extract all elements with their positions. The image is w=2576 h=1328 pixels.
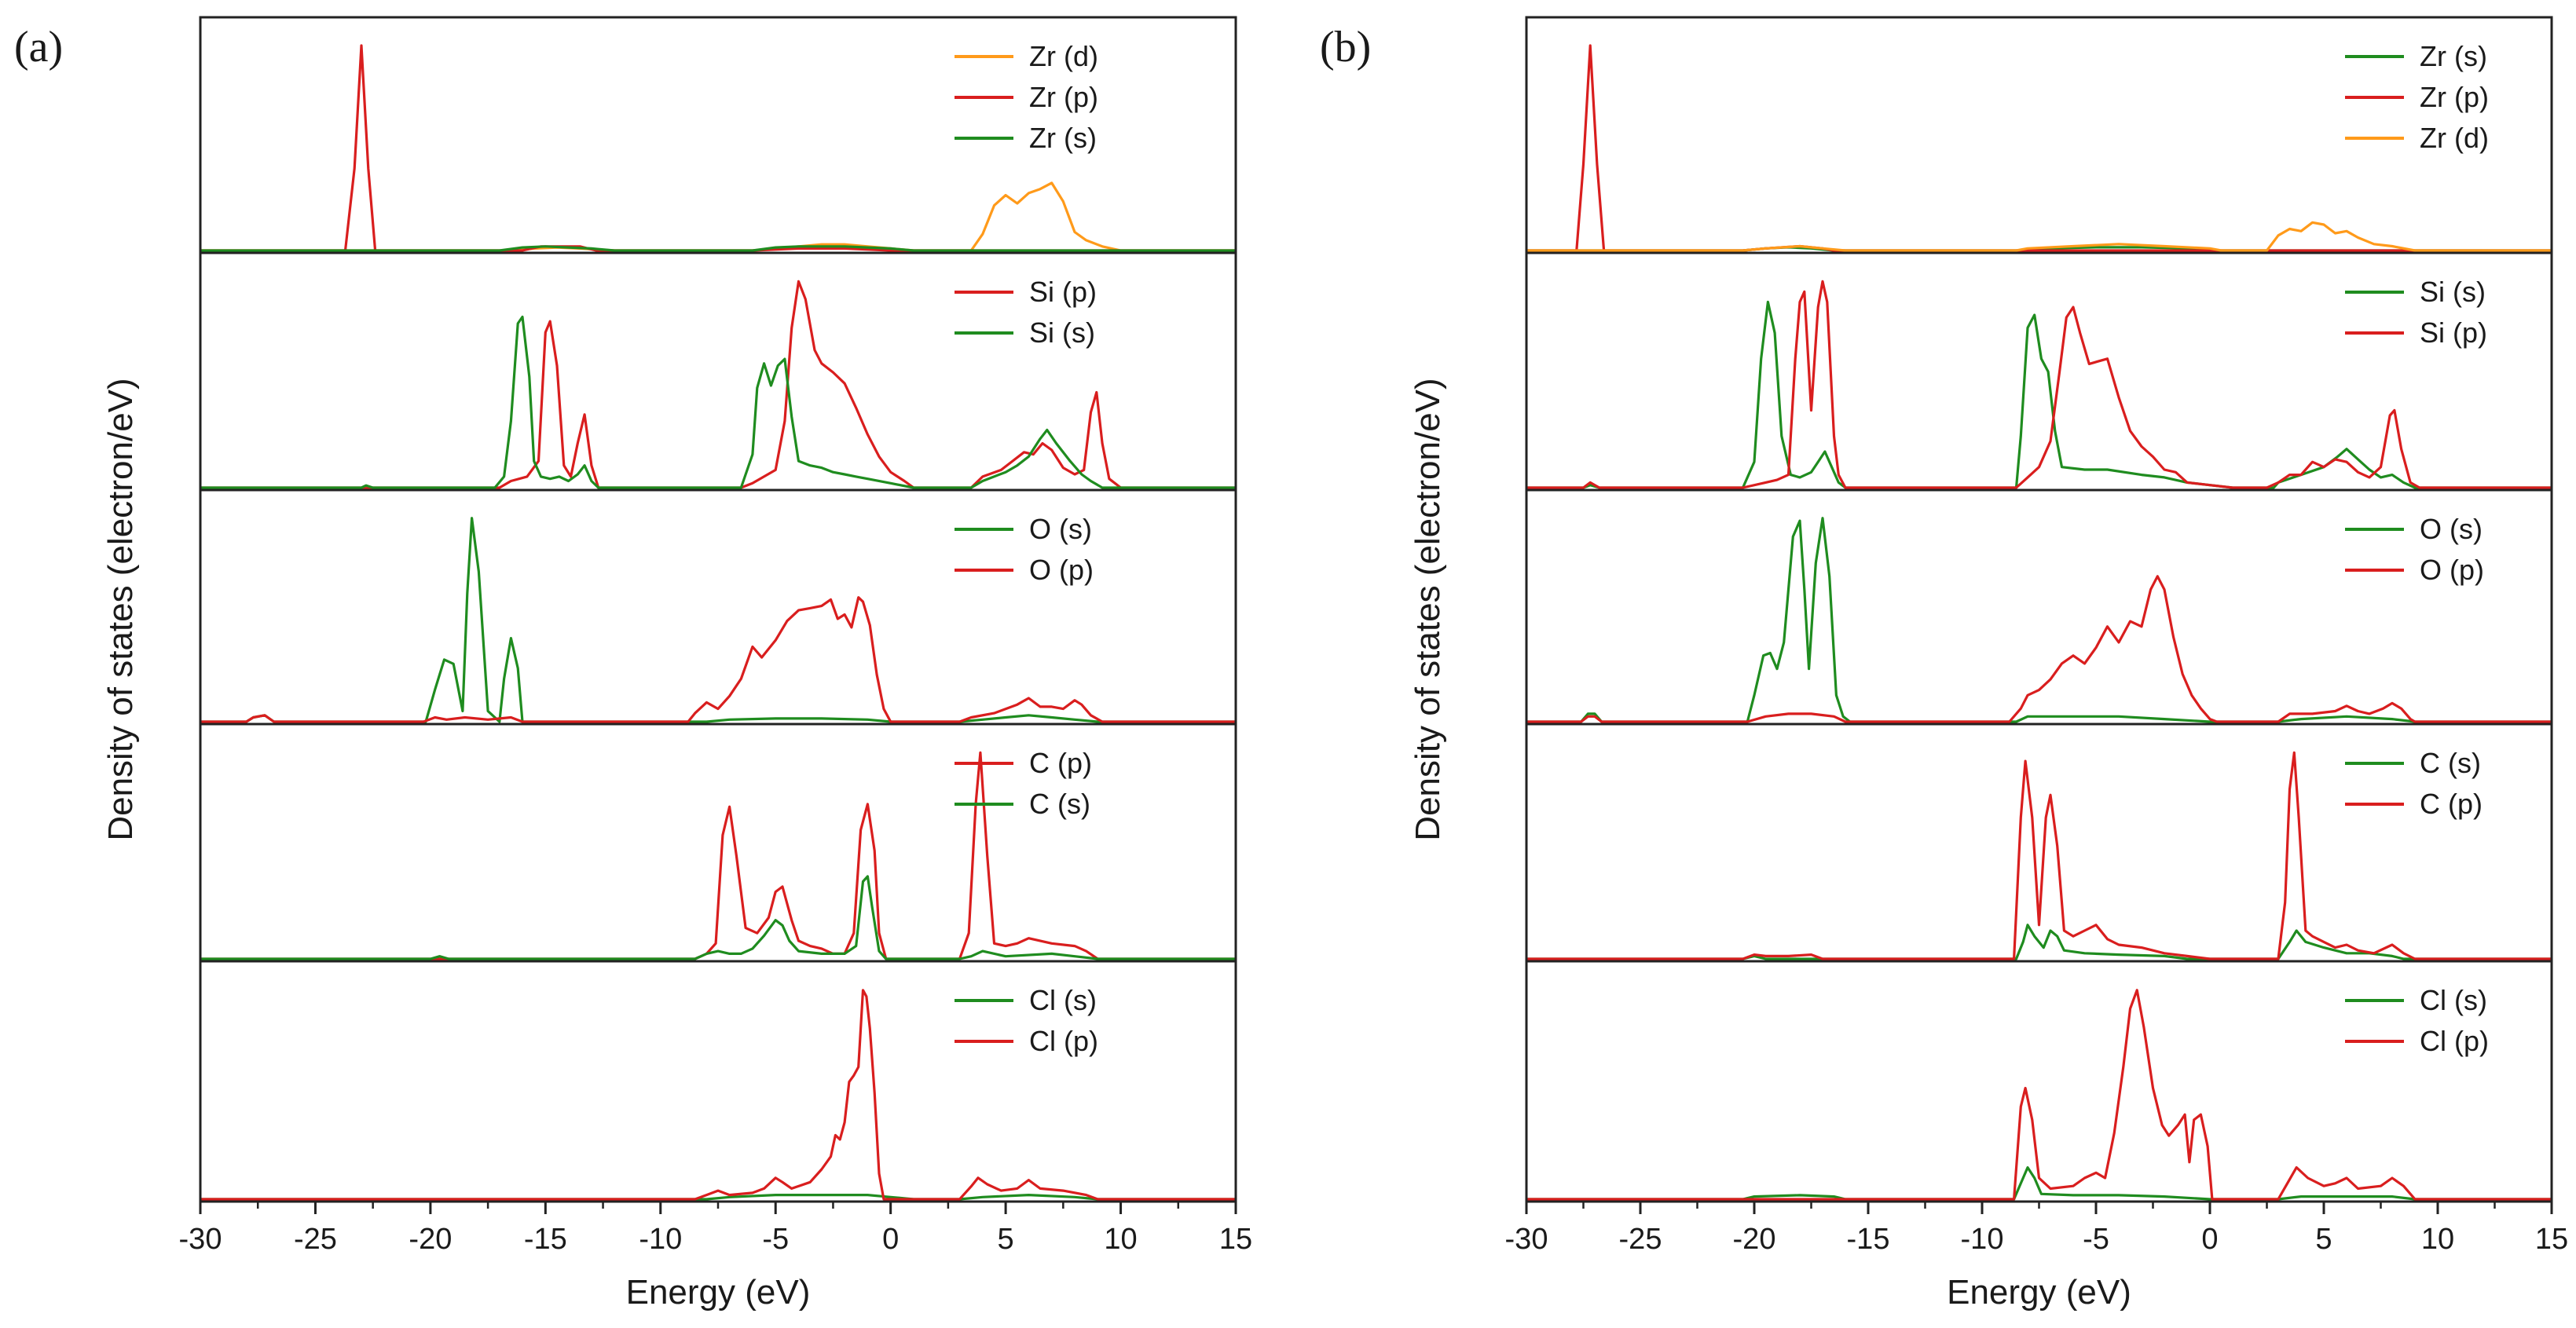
series-line-o-p	[200, 596, 1236, 723]
x-tick-label: -5	[762, 1223, 789, 1256]
legend-label: Zr (s)	[2420, 40, 2487, 72]
legend-label: Si (p)	[1029, 276, 1097, 308]
x-axis-title: Energy (eV)	[1947, 1273, 2131, 1312]
series-line-c-p	[200, 751, 1236, 960]
legend-label: O (p)	[2420, 554, 2484, 586]
x-tick-label: -15	[524, 1223, 567, 1256]
legend-label: Cl (p)	[2420, 1025, 2489, 1057]
x-tick-label: -25	[294, 1223, 337, 1256]
subplot-cl: Cl (s) Cl (p)	[1526, 984, 2552, 1203]
series-line-si-p	[200, 280, 1236, 489]
legend-label: C (s)	[1029, 788, 1090, 820]
series-line-c-p	[1526, 751, 2552, 960]
x-tick-label: -20	[1733, 1223, 1776, 1256]
x-tick-label: -10	[639, 1223, 682, 1256]
subplot-si: Si (p) Si (s)	[200, 276, 1236, 492]
series-line-zr-p	[1526, 44, 2552, 252]
legend-label: Si (s)	[1029, 316, 1095, 349]
series-line-si-s	[1526, 300, 2552, 489]
legend-label: Zr (d)	[2420, 122, 2489, 154]
legend-label: Zr (p)	[1029, 81, 1098, 113]
series-line-cl-s	[1526, 1166, 2552, 1201]
legend-label: Cl (p)	[1029, 1025, 1098, 1057]
subplot-c: C (p) C (s)	[200, 747, 1236, 963]
y-axis-title: Density of states (electron/eV)	[1409, 378, 1447, 840]
y-axis-title: Density of states (electron/eV)	[101, 378, 140, 840]
legend-label: O (s)	[1029, 513, 1092, 545]
dos-panel-a: (a) Zr (d)Zr (p)Zr (s)Si (p)Si (s)O (s)O …	[14, 16, 1252, 1312]
x-tick-label: 10	[2421, 1223, 2454, 1256]
dos-panel-b: (b) Zr (s)Zr (p)Zr (d)Si (s)Si (p)O (s)O …	[1320, 16, 2568, 1312]
subplot-c: C (s) C (p)	[1526, 747, 2552, 963]
series-line-c-s	[1526, 924, 2552, 960]
x-tick-label: -15	[1847, 1223, 1890, 1256]
x-tick-label: 5	[2315, 1223, 2332, 1256]
x-tick-label: -5	[2083, 1223, 2109, 1256]
x-tick-label: -30	[179, 1223, 222, 1256]
x-tick-label: -20	[409, 1223, 452, 1256]
subplot-o: O (s) O (p)	[1526, 513, 2552, 726]
legend-label: Cl (s)	[2420, 984, 2487, 1016]
x-tick-label: 10	[1104, 1223, 1137, 1256]
series-line-cl-p	[1526, 989, 2552, 1201]
legend-label: Si (s)	[2420, 276, 2486, 308]
series-line-zr-d	[200, 181, 1236, 252]
series-line-zr-s	[200, 245, 1236, 252]
series-line-o-p	[1526, 575, 2552, 723]
series-line-zr-d	[1526, 221, 2552, 252]
legend-label: C (p)	[2420, 788, 2483, 820]
legend-label: Zr (p)	[2420, 81, 2489, 113]
legend-label: Zr (d)	[1029, 40, 1098, 72]
legend-label: C (p)	[1029, 747, 1092, 779]
legend-label: O (s)	[2420, 513, 2483, 545]
plot-frame	[199, 16, 1237, 1203]
legend-label: C (s)	[2420, 747, 2481, 779]
legend-label: O (p)	[1029, 554, 1094, 586]
subplot-si: Si (s) Si (p)	[1526, 276, 2552, 492]
series-line-cl-p	[200, 989, 1236, 1201]
subplot-zr: Zr (d) Zr (p) Zr (s)	[200, 40, 1236, 254]
series-line-si-p	[1526, 280, 2552, 489]
x-axis-title: Energy (eV)	[626, 1273, 811, 1312]
series-line-o-s	[200, 517, 1236, 723]
x-tick-label: -25	[1619, 1223, 1662, 1256]
plot-frame	[1525, 16, 2553, 1203]
x-tick-label: 15	[2535, 1223, 2568, 1256]
legend-label: Cl (s)	[1029, 984, 1097, 1016]
subplot-cl: Cl (s) Cl (p)	[200, 984, 1236, 1203]
x-tick-label: -30	[1505, 1223, 1548, 1256]
subplot-zr: Zr (s) Zr (p) Zr (d)	[1526, 40, 2552, 254]
x-tick-label: -10	[1961, 1223, 2004, 1256]
series-line-c-s	[200, 875, 1236, 960]
series-line-si-s	[200, 315, 1236, 489]
legend-label: Si (p)	[2420, 316, 2487, 349]
subplot-o: O (s) O (p)	[200, 513, 1236, 726]
x-tick-label: 5	[998, 1223, 1014, 1256]
x-tick-label: 15	[1219, 1223, 1252, 1256]
x-tick-label: 0	[882, 1223, 899, 1256]
panel-label: (b)	[1320, 23, 1371, 71]
legend-label: Zr (s)	[1029, 122, 1097, 154]
x-tick-label: 0	[2201, 1223, 2218, 1256]
panel-label: (a)	[14, 23, 63, 71]
